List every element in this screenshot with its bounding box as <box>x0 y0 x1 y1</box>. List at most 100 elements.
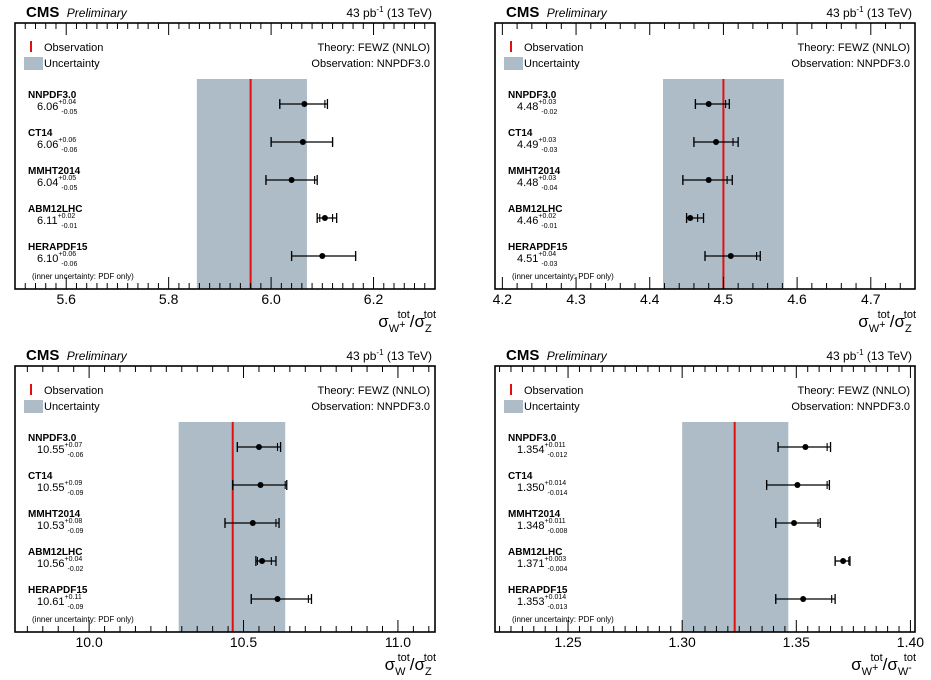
x-tick-label: 6.2 <box>364 291 384 307</box>
prediction-point <box>705 101 712 107</box>
pdf-name-label: ABM12LHC <box>508 204 562 215</box>
pdf-name-label: ABM12LHC <box>28 204 82 215</box>
x-axis-label: σW+tot/σZtot <box>858 309 916 335</box>
x-tick-label: 10.0 <box>75 634 102 650</box>
x-tick-label: 4.4 <box>640 291 660 307</box>
pdf-name-label: HERAPDF15 <box>28 242 88 253</box>
legend-observation-label: Observation <box>44 385 103 397</box>
x-tick-label: 10.5 <box>230 634 257 650</box>
prediction-point <box>713 139 720 145</box>
inner-uncertainty-note: (inner uncertainty: PDF only) <box>32 615 134 624</box>
legend-uncertainty-label: Uncertainty <box>524 58 580 70</box>
x-axis-label: σW+tot/σZtot <box>378 309 436 335</box>
pdf-value-label: 4.49+0.03 -0.03 <box>517 137 557 154</box>
pdf-value-label: 1.354+0.011 -0.012 <box>517 442 567 459</box>
pdf-value-label: 4.48+0.03 -0.04 <box>517 175 557 192</box>
x-tick-label: 5.8 <box>159 291 179 307</box>
pdf-value-label: 10.55+0.07 -0.06 <box>37 442 84 459</box>
pdf-name-label: CT14 <box>28 128 53 139</box>
pdf-name-label: CT14 <box>508 471 533 482</box>
plot-frame <box>14 22 436 290</box>
series-nnpdf3-0: NNPDF3.06.06+0.04 -0.05 <box>28 90 329 116</box>
theory-note: Theory: FEWZ (NNLO) <box>798 385 910 397</box>
pdf-value-label: 6.04+0.05 -0.05 <box>37 175 77 192</box>
pdf-name-label: NNPDF3.0 <box>28 90 77 101</box>
pdf-name-label: ABM12LHC <box>28 547 82 558</box>
series-nnpdf3-0: NNPDF3.01.354+0.011 -0.012 <box>508 433 832 459</box>
series-nnpdf3-0: NNPDF3.04.48+0.03 -0.02 <box>508 90 730 116</box>
pdf-value-label: 1.350+0.014 -0.014 <box>517 480 567 497</box>
pdf-name-label: MMHT2014 <box>28 166 81 177</box>
luminosity-label: 43 pb-1 (13 TeV) <box>346 5 432 20</box>
theory-note: Theory: FEWZ (NNLO) <box>318 42 430 54</box>
pdf-value-label: 6.11+0.02 -0.01 <box>37 213 77 230</box>
cms-header: CMS Preliminary <box>506 4 608 21</box>
pdf-name-label: CT14 <box>28 471 53 482</box>
x-axis-label: σW+tot/σW-tot <box>851 652 916 678</box>
prediction-point <box>840 558 847 564</box>
x-axis: 5.6 5.8 6.0 6.2 <box>14 23 436 307</box>
legend-uncertainty-swatch <box>504 400 523 413</box>
uncertainty-band <box>196 79 307 289</box>
prediction-point <box>321 215 328 221</box>
prediction-point <box>794 482 801 488</box>
x-tick-label: 11.0 <box>385 634 411 650</box>
pdf-name-label: ABM12LHC <box>508 547 562 558</box>
cms-header: CMS Preliminary <box>506 347 608 364</box>
plot-frame <box>14 365 436 633</box>
prediction-point <box>257 482 264 488</box>
pdf-name-label: MMHT2014 <box>28 509 81 520</box>
pdf-name-label: MMHT2014 <box>508 166 561 177</box>
pdf-value-label: 10.61+0.11 -0.09 <box>37 594 84 611</box>
legend-observation-label: Observation <box>524 42 583 54</box>
x-tick-label: 1.40 <box>897 634 924 650</box>
prediction-point <box>288 177 295 183</box>
x-axis: 10.0 10.5 11.0 <box>26 366 430 650</box>
legend-uncertainty-swatch <box>24 57 43 70</box>
x-axis: 1.25 1.30 1.35 1.40 <box>499 366 924 650</box>
pdf-value-label: 10.53+0.08 -0.09 <box>37 518 84 535</box>
x-tick-label: 4.6 <box>787 291 807 307</box>
prediction-point <box>301 101 308 107</box>
legend-observation-label: Observation <box>44 42 103 54</box>
pdf-name-label: NNPDF3.0 <box>508 433 557 444</box>
panel-3: CMS Preliminary 43 pb-1 (13 TeV) Observati… <box>14 347 436 678</box>
prediction-point <box>705 177 712 183</box>
luminosity-label: 43 pb-1 (13 TeV) <box>826 348 912 363</box>
prediction-point <box>249 520 256 526</box>
prediction-point <box>727 253 734 259</box>
prediction-point <box>299 139 306 145</box>
prediction-point <box>255 444 262 450</box>
pdf-value-label: 6.06+0.04 -0.05 <box>37 99 77 116</box>
pdf-value-label: 4.46+0.02 -0.01 <box>517 213 557 230</box>
pdf-value-label: 1.353+0.014 -0.013 <box>517 594 567 611</box>
prediction-point <box>802 444 809 450</box>
x-tick-label: 1.35 <box>783 634 810 650</box>
theory-note: Theory: FEWZ (NNLO) <box>318 385 430 397</box>
pdf-value-label: 6.06+0.06 -0.06 <box>37 137 77 154</box>
luminosity-label: 43 pb-1 (13 TeV) <box>826 5 912 20</box>
prediction-point <box>687 215 694 221</box>
cms-header: CMS Preliminary <box>26 347 128 364</box>
pdf-value-label: 1.348+0.011 -0.008 <box>517 518 567 535</box>
pdf-value-label: 4.51+0.04 -0.03 <box>517 251 557 268</box>
x-tick-label: 6.0 <box>261 291 281 307</box>
luminosity-label: 43 pb-1 (13 TeV) <box>346 348 432 363</box>
legend-uncertainty-swatch <box>24 400 43 413</box>
pdf-value-label: 10.55+0.09 -0.09 <box>37 480 84 497</box>
pdf-name-label: NNPDF3.0 <box>28 433 77 444</box>
x-axis: 4.2 4.3 4.4 4.5 4.6 4.7 <box>493 23 916 307</box>
prediction-point <box>259 558 266 564</box>
